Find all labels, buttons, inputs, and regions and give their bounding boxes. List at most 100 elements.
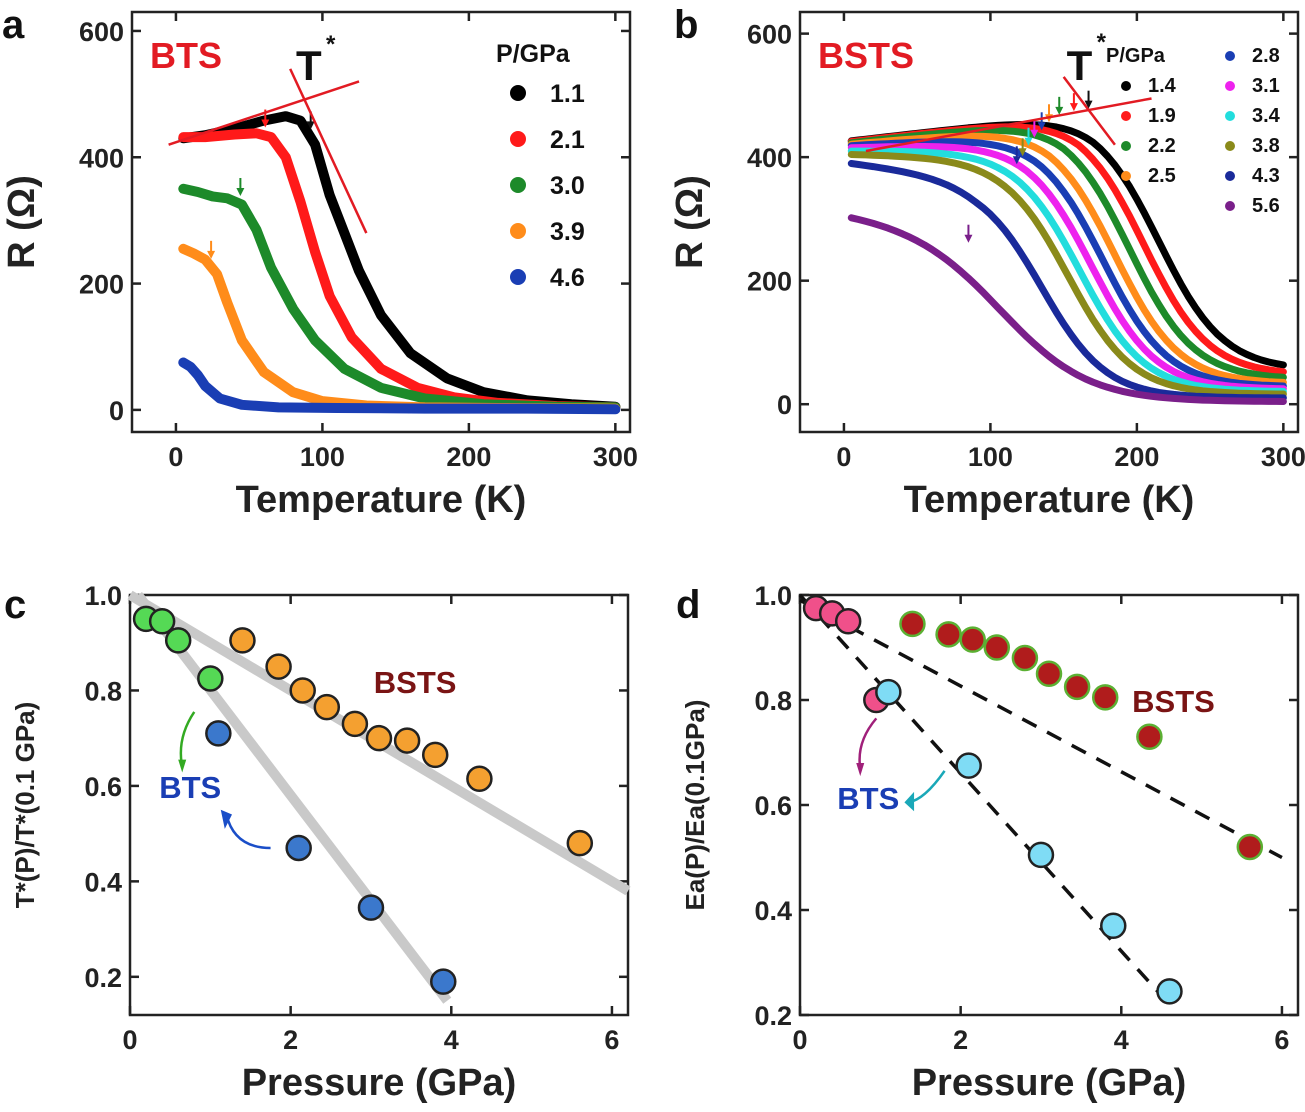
- legend-title: P/GPa: [496, 40, 571, 68]
- tstar-arrow-1.1-head: [306, 121, 315, 130]
- data-point-bts: [1100, 912, 1127, 939]
- legend-label-2.2: 2.2: [1148, 135, 1176, 157]
- series-line-3.4: [847, 147, 1287, 395]
- data-point-bts: [148, 608, 176, 635]
- tstar-arrow-1.4-head: [1084, 100, 1093, 109]
- data-point-bsts: [265, 653, 292, 680]
- data-point-bts: [955, 752, 982, 779]
- arrow-cyan-head: [904, 791, 915, 812]
- data-point-bts: [834, 608, 862, 635]
- series-line-1.1: [178, 111, 621, 412]
- sample-label-bsts: BSTS: [818, 35, 914, 76]
- data-point-bsts: [1063, 673, 1091, 701]
- legend-label-5.6: 5.6: [1252, 195, 1280, 217]
- panel-b-x-tick-label: 200: [1114, 442, 1159, 472]
- panel-b-x-tick-label: 0: [836, 442, 851, 472]
- panel-d-x-axis-label: Pressure (GPa): [912, 1062, 1187, 1104]
- panel-a-y-tick-label: 200: [79, 270, 124, 300]
- arrow-green-head: [178, 759, 187, 773]
- panel-a-y-axis-label: R (Ω): [1, 175, 43, 269]
- arrow-blue-head: [220, 809, 233, 829]
- series-line-4.6: [178, 357, 621, 415]
- tstar-arrow-5.6-head: [964, 234, 973, 243]
- data-point-bsts: [935, 621, 962, 648]
- panel-c-plot-frame: [128, 593, 630, 1017]
- legend-title: P/GPa: [1106, 45, 1166, 67]
- legend-marker-2.2: [1121, 141, 1131, 151]
- panel-b-y-tick-label: 0: [777, 390, 792, 420]
- sample-label-bts: BTS: [150, 35, 222, 76]
- data-point-bsts: [983, 634, 1011, 661]
- panel-a-x-tick-label: 0: [168, 442, 183, 472]
- data-point-bts: [205, 720, 232, 747]
- legend-label-3.9: 3.9: [550, 218, 585, 246]
- legend-marker-1.4: [1121, 81, 1131, 91]
- tstar-baseline-fit: [168, 80, 360, 146]
- series-line-5.6: [847, 214, 1287, 405]
- tstar-slope-fit: [1062, 76, 1116, 146]
- data-point-bsts: [341, 710, 369, 738]
- tstar-annotation-superscript: *: [326, 31, 336, 58]
- panel-b-x-axis-label: Temperature (K): [904, 479, 1195, 521]
- legend-label-2.1: 2.1: [550, 126, 585, 154]
- panel-label-c: c: [4, 583, 26, 627]
- data-point-bts: [197, 665, 224, 692]
- legend-marker-3.1: [1225, 81, 1235, 91]
- data-point-bsts: [1236, 833, 1264, 861]
- series-label-bsts: BSTS: [374, 665, 457, 700]
- tstar-arrow-2.8-head: [1037, 122, 1046, 131]
- legend-marker-3.8: [1225, 141, 1235, 151]
- tstar-annotation: T: [1067, 42, 1093, 89]
- legend-marker-2.5: [1121, 171, 1131, 181]
- tstar-arrow-2.1-head: [261, 119, 270, 128]
- series-label-bts: BTS: [159, 770, 221, 805]
- data-point-bts: [1027, 841, 1055, 869]
- panel-d-y-tick-label: 0.8: [754, 686, 792, 716]
- panel-d-y-tick-label: 0.6: [754, 791, 792, 821]
- legend-label-1.1: 1.1: [550, 80, 585, 108]
- legend-label-2.5: 2.5: [1148, 165, 1176, 187]
- legend-label-2.8: 2.8: [1252, 45, 1280, 67]
- data-point-bts: [357, 894, 385, 921]
- legend-marker-3.9: [510, 223, 526, 239]
- panel-d-x-tick-label: 6: [1274, 1025, 1289, 1055]
- tstar-arrow-3.1-head: [1030, 129, 1039, 138]
- panel-c-tstar-ratio: 0 2 4 6 0.2 0.4 0.6 0.8 1.0 Pressure (GPa) T*(P)/T…: [10, 581, 631, 1104]
- panel-label-b: b: [674, 3, 698, 47]
- panel-a-y-tick-label: 600: [79, 17, 124, 47]
- panel-b-y-tick-label: 400: [747, 143, 792, 173]
- fit-line-bts: [134, 591, 452, 1004]
- data-point-bsts: [1011, 644, 1039, 672]
- panel-b-x-tick-label: 100: [968, 442, 1013, 472]
- legend-marker-2.1: [510, 131, 526, 147]
- panel-c-x-axis-label: Pressure (GPa): [242, 1062, 517, 1104]
- panel-a-x-tick-label: 300: [593, 442, 638, 472]
- legend-label-3.8: 3.8: [1252, 135, 1280, 157]
- panel-a-x-axis-label: Temperature (K): [236, 479, 527, 521]
- panel-d-ea-ratio: 0 2 4 6 0.2 0.4 0.6 0.8 1.0 Pressure (GPa) Ea(P)/E…: [680, 581, 1300, 1104]
- tstar-annotation: T: [296, 42, 322, 89]
- panel-a-x-tick-label: 100: [300, 442, 345, 472]
- data-point-bsts: [313, 693, 341, 721]
- legend-marker-1.1: [510, 85, 526, 101]
- panel-a-resistance-bts: 0 100 200 300 0 200 400 600 Temperature (K) R (Ω)…: [1, 10, 638, 521]
- panel-c-x-tick-label: 6: [604, 1025, 619, 1055]
- data-point-bts: [285, 834, 312, 862]
- series-line-3.0: [178, 183, 621, 413]
- legend-label-3.4: 3.4: [1252, 105, 1281, 127]
- legend-label-1.9: 1.9: [1148, 105, 1176, 127]
- data-point-bsts: [229, 627, 256, 654]
- data-point-bsts: [1136, 723, 1163, 750]
- tstar-arrow-2.2-head: [1055, 106, 1064, 115]
- fit-line-bsts: [799, 598, 1283, 860]
- data-point-bsts: [1035, 660, 1063, 687]
- arrow-green-curve: [179, 711, 196, 768]
- panel-d-y-tick-label: 1.0: [754, 581, 792, 611]
- panel-b-plot-frame: [798, 10, 1300, 434]
- panel-d-y-axis-label: Ea(P)/Ea(0.1GPa): [680, 700, 710, 911]
- legend-label-4.3: 4.3: [1252, 165, 1280, 187]
- panel-d-x-tick-label: 0: [792, 1025, 807, 1055]
- panel-b-y-axis-label: R (Ω): [669, 175, 711, 269]
- legend-marker-2.8: [1225, 51, 1235, 61]
